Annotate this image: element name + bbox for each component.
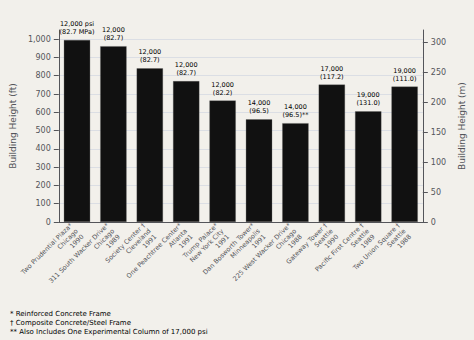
svg-text:311 South Wacker Drive*: 311 South Wacker Drive*: [47, 221, 111, 285]
svg-text:Two Union Square †: Two Union Square †: [351, 221, 403, 273]
svg-text:1990: 1990: [68, 232, 86, 251]
svg-text:(82.7): (82.7): [176, 69, 196, 77]
svg-text:1989: 1989: [359, 232, 377, 251]
svg-text:12,000: 12,000: [102, 26, 125, 34]
svg-text:300: 300: [36, 163, 51, 172]
svg-text:Cleveland: Cleveland: [124, 227, 153, 256]
svg-text:Seattle: Seattle: [312, 227, 335, 250]
svg-text:14,000: 14,000: [248, 99, 271, 107]
svg-text:600: 600: [36, 108, 51, 117]
svg-text:Building Height (ft): Building Height (ft): [8, 83, 18, 169]
svg-text:100: 100: [36, 199, 51, 208]
svg-text:1991: 1991: [213, 232, 232, 251]
svg-text:Chicago: Chicago: [55, 227, 80, 252]
svg-text:Atlanta: Atlanta: [166, 227, 189, 250]
svg-text:Minneapolis: Minneapolis: [228, 227, 262, 261]
svg-text:12,000: 12,000: [211, 81, 234, 89]
svg-text:Dan Bosworth Tower*: Dan Bosworth Tower*: [201, 221, 257, 277]
svg-text:One Peachtree Center*: One Peachtree Center*: [125, 221, 184, 280]
svg-text:12,000: 12,000: [175, 61, 198, 69]
svg-text:Seattle: Seattle: [349, 227, 372, 250]
svg-text:0: 0: [431, 218, 436, 227]
svg-text:200: 200: [431, 98, 446, 107]
svg-text:1989: 1989: [104, 232, 122, 251]
svg-text:900: 900: [36, 53, 51, 62]
svg-text:1988: 1988: [396, 233, 413, 250]
svg-text:12,000: 12,000: [138, 48, 161, 56]
svg-text:19,000: 19,000: [393, 67, 416, 75]
svg-text:700: 700: [36, 90, 51, 99]
svg-text:Trump Palace*: Trump Palace*: [181, 221, 220, 260]
svg-text:(111.0): (111.0): [393, 75, 417, 83]
svg-text:800: 800: [36, 71, 51, 80]
svg-text:(82.7): (82.7): [104, 34, 124, 42]
svg-text:Chicago: Chicago: [274, 227, 299, 252]
svg-text:1991: 1991: [177, 232, 195, 251]
svg-text:Two Prudential Plaza*: Two Prudential Plaza*: [19, 221, 75, 277]
svg-text:Building Height (m): Building Height (m): [457, 82, 467, 170]
svg-text:(82.7 MPa): (82.7 MPa): [60, 28, 95, 36]
svg-text:250: 250: [431, 68, 446, 77]
svg-text:0: 0: [46, 218, 51, 227]
svg-text:Pacific First Centre †: Pacific First Centre †: [313, 221, 366, 274]
svg-text:17,000: 17,000: [320, 65, 343, 73]
svg-text:50: 50: [431, 188, 441, 197]
svg-text:300: 300: [431, 38, 446, 47]
svg-text:** Also Includes One Experimen: ** Also Includes One Experimental Column…: [10, 328, 208, 336]
svg-text:1991: 1991: [250, 232, 268, 251]
svg-text:New York City: New York City: [188, 227, 226, 265]
svg-text:400: 400: [36, 144, 51, 153]
svg-text:1990: 1990: [323, 232, 341, 251]
svg-text:1991: 1991: [141, 232, 159, 251]
svg-text:200: 200: [36, 181, 51, 190]
svg-text:Society Center †: Society Center †: [103, 221, 147, 265]
svg-text:500: 500: [36, 126, 51, 135]
svg-text:* Reinforced Concrete Frame: * Reinforced Concrete Frame: [10, 310, 111, 318]
svg-text:(82.2): (82.2): [213, 89, 233, 97]
svg-text:(96.5): (96.5): [249, 107, 269, 115]
svg-text:(82.7): (82.7): [140, 56, 160, 64]
svg-text:150: 150: [431, 128, 446, 137]
svg-text:(131.0): (131.0): [356, 99, 380, 107]
svg-text:1,000: 1,000: [28, 35, 51, 44]
svg-text:Seattle: Seattle: [385, 227, 408, 250]
svg-text:† Composite Concrete/Steel Fra: † Composite Concrete/Steel Frame: [10, 319, 131, 327]
svg-text:14,000: 14,000: [284, 103, 307, 111]
svg-text:(117.2): (117.2): [320, 73, 344, 81]
svg-text:225 West Wacker Drive*: 225 West Wacker Drive*: [231, 221, 293, 283]
svg-text:(96.5)**: (96.5)**: [282, 111, 309, 119]
svg-text:Gateway Tower †: Gateway Tower †: [284, 221, 329, 266]
svg-text:100: 100: [431, 158, 446, 167]
svg-text:Chicago: Chicago: [92, 227, 117, 252]
svg-text:12,000 psi: 12,000 psi: [60, 20, 94, 28]
svg-text:1988: 1988: [286, 232, 304, 251]
svg-text:19,000: 19,000: [357, 91, 380, 99]
